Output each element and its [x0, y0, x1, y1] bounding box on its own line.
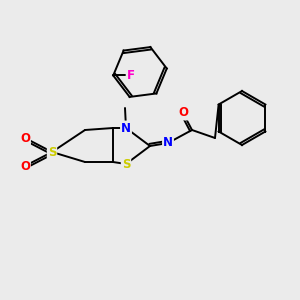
Text: O: O [20, 160, 30, 172]
Text: N: N [121, 122, 131, 134]
Text: F: F [127, 69, 135, 82]
Text: S: S [122, 158, 130, 170]
Text: O: O [178, 106, 188, 119]
Text: O: O [20, 131, 30, 145]
Text: N: N [163, 136, 173, 149]
Text: S: S [48, 146, 56, 158]
